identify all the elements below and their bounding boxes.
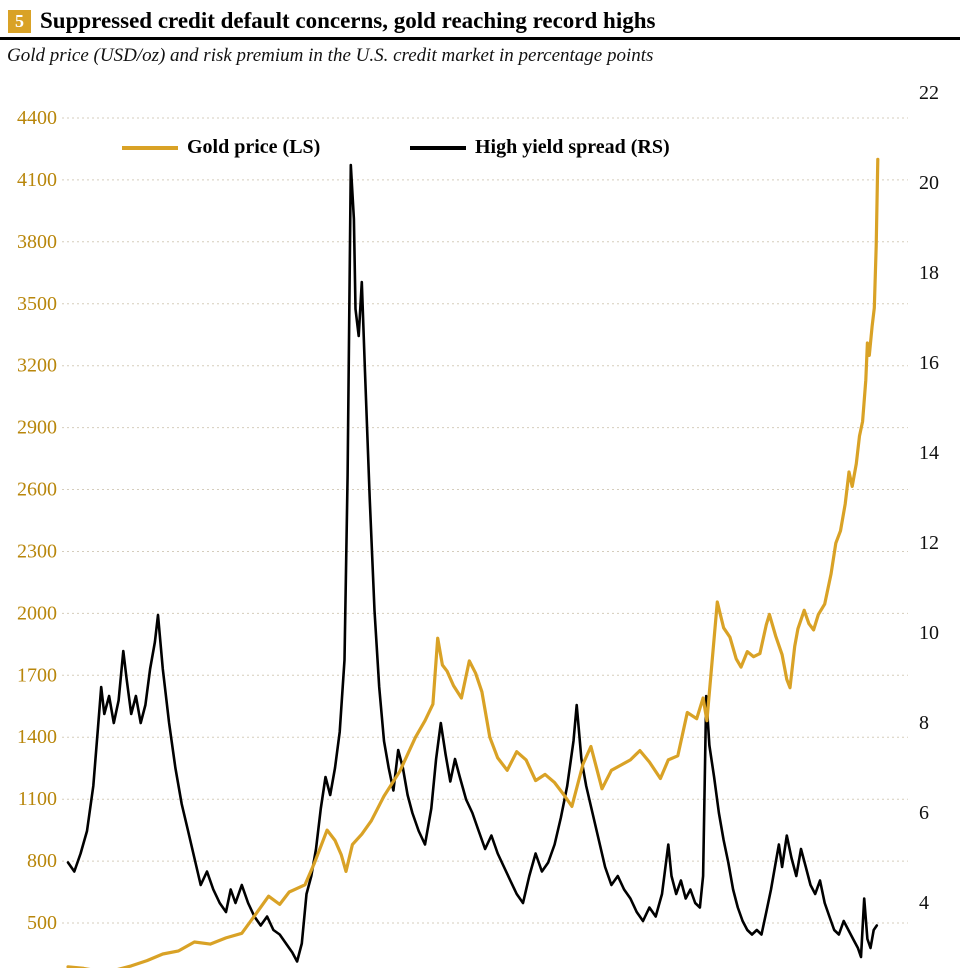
left-axis-tick: 3500 xyxy=(17,293,57,315)
right-axis-tick: 14 xyxy=(919,442,939,464)
series-high-yield-spread-line xyxy=(66,163,879,963)
left-axis-tick: 4100 xyxy=(17,169,57,191)
legend-label-gold-price: Gold price (LS) xyxy=(187,136,321,158)
right-axis-tick: 20 xyxy=(919,172,939,194)
left-axis-tick: 3200 xyxy=(17,355,57,377)
left-axis-tick: 2000 xyxy=(17,602,57,624)
right-axis-tick: 8 xyxy=(919,712,929,734)
chart-title: Suppressed credit default concerns, gold… xyxy=(40,8,656,33)
series-gold-price-line xyxy=(66,157,880,968)
right-axis-tick: 18 xyxy=(919,262,939,284)
left-axis-tick: 500 xyxy=(27,912,57,934)
left-axis-tick: 2300 xyxy=(17,541,57,563)
left-axis-tick: 4400 xyxy=(17,107,57,129)
title-row: 5 Suppressed credit default concerns, go… xyxy=(0,0,960,37)
right-axis-tick: 22 xyxy=(919,82,939,104)
right-axis-tick: 10 xyxy=(919,622,939,644)
left-axis-tick: 800 xyxy=(27,850,57,872)
left-axis-tick: 2900 xyxy=(17,417,57,439)
high-yield-line-swatch xyxy=(410,145,466,150)
title-divider xyxy=(0,37,960,41)
left-axis-tick: 1100 xyxy=(18,788,57,810)
right-axis-tick: 6 xyxy=(919,802,929,824)
legend-label-high-yield-spread: High yield spread (RS) xyxy=(475,136,670,158)
legend-item-high-yield-spread: High yield spread (RS) xyxy=(410,136,670,159)
figure-number-badge: 5 xyxy=(8,9,31,33)
right-axis-tick: 4 xyxy=(919,892,929,914)
chart-header: 5 Suppressed credit default concerns, go… xyxy=(0,0,960,68)
left-axis-tick: 2600 xyxy=(17,479,57,501)
chart-legend: Gold price (LS) High yield spread (RS) xyxy=(0,136,960,162)
left-axis-tick: 1400 xyxy=(17,726,57,748)
left-axis-tick: 1700 xyxy=(17,664,57,686)
legend-item-gold-price: Gold price (LS) xyxy=(122,136,320,159)
chart-subtitle: Gold price (USD/oz) and risk premium in … xyxy=(7,45,654,67)
gold-line-swatch xyxy=(122,145,178,150)
left-axis-tick: 3800 xyxy=(17,231,57,253)
right-axis-tick: 12 xyxy=(919,532,939,554)
right-axis-tick: 16 xyxy=(919,352,939,374)
